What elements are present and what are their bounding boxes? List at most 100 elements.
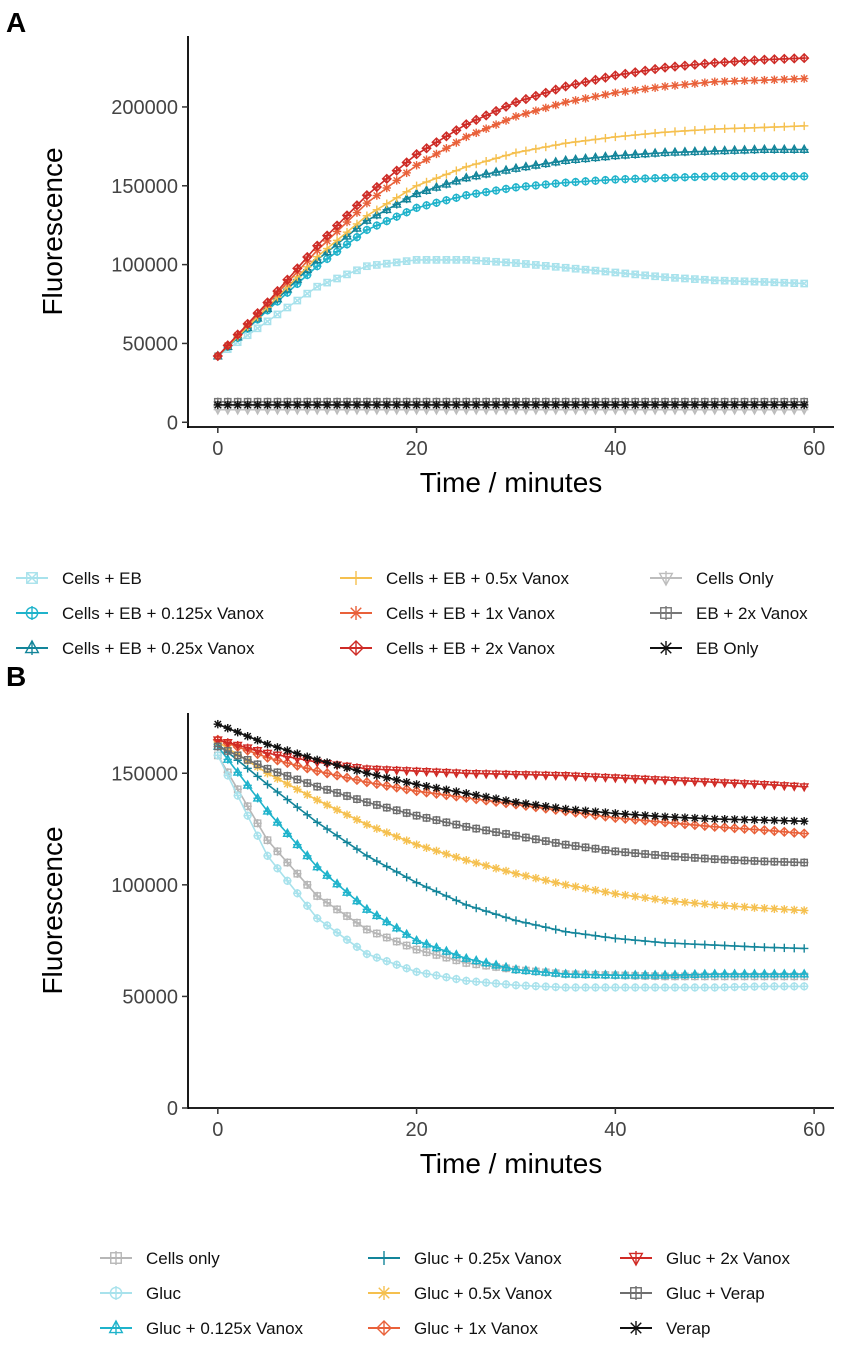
series-line: [217, 57, 805, 357]
data-point: [730, 400, 739, 410]
data-point: [561, 98, 570, 107]
data-point: [472, 824, 481, 833]
data-point: [283, 746, 292, 755]
data-point: [531, 981, 541, 991]
data-point: [631, 810, 640, 819]
data-point: [432, 256, 441, 264]
data-point: [462, 162, 471, 172]
data-point: [769, 143, 780, 154]
data-point: [223, 771, 232, 780]
data-point: [511, 148, 521, 157]
data-point: [253, 324, 262, 333]
data-point: [263, 764, 272, 773]
data-point: [332, 878, 343, 889]
series-gluc-1x-vanox: [212, 734, 810, 839]
data-point: [530, 90, 542, 102]
data-point: [401, 784, 412, 795]
data-point: [551, 982, 560, 992]
data-point: [760, 982, 769, 991]
series-cells-eb-1x-vanox: [213, 74, 809, 361]
data-point: [650, 937, 660, 947]
data-point: [352, 815, 362, 824]
data-point: [661, 273, 669, 282]
data-point: [700, 172, 709, 181]
data-point: [432, 198, 441, 208]
data-point: [560, 771, 571, 782]
data-point: [798, 52, 810, 64]
data-point: [780, 816, 789, 825]
legend-label: Gluc + 0.125x Vanox: [146, 1319, 304, 1338]
data-point: [790, 905, 799, 915]
data-point: [710, 814, 719, 824]
data-point: [541, 180, 550, 189]
data-point: [610, 70, 621, 81]
data-point: [719, 56, 730, 68]
data-point: [631, 130, 640, 140]
data-point: [710, 940, 719, 950]
data-point: [322, 758, 332, 767]
data-point: [332, 400, 342, 410]
data-point: [511, 400, 521, 410]
data-point: [710, 276, 719, 285]
data-point: [362, 198, 372, 208]
data-point: [729, 144, 740, 155]
data-point: [501, 116, 511, 125]
data-point: [242, 779, 253, 790]
data-point: [759, 54, 770, 65]
data-point: [501, 866, 511, 876]
data-point: [760, 943, 769, 952]
data-point: [253, 760, 262, 769]
data-point: [541, 103, 550, 113]
data-point: [600, 969, 611, 980]
data-point: [660, 969, 671, 980]
data-point: [303, 790, 312, 799]
data-point: [799, 172, 809, 181]
data-point: [779, 781, 790, 792]
data-point: [729, 822, 740, 834]
data-point: [531, 873, 541, 883]
data-point: [392, 176, 401, 185]
data-point: [283, 876, 292, 886]
data-point: [391, 922, 402, 933]
data-point: [640, 129, 650, 139]
data-point: [352, 208, 362, 217]
data-point: [372, 824, 382, 833]
data-point: [710, 983, 719, 992]
data-point: [352, 232, 362, 242]
data-point: [780, 943, 789, 953]
data-point: [780, 905, 789, 914]
data-point: [392, 832, 401, 841]
data-point: [531, 800, 541, 810]
data-point: [331, 770, 343, 781]
data-point: [530, 770, 541, 781]
data-point: [492, 257, 500, 266]
data-point: [411, 187, 422, 198]
data-point: [372, 205, 382, 214]
data-point: [581, 843, 590, 852]
legend-item-gluc-0-5x-vanox: Gluc + 0.5x Vanox: [368, 1284, 553, 1303]
data-point: [611, 88, 620, 97]
data-point: [472, 790, 481, 800]
data-point: [700, 400, 709, 410]
data-point: [491, 827, 501, 837]
data-point: [363, 262, 371, 271]
data-point: [243, 764, 252, 773]
data-point: [412, 840, 421, 849]
data-point: [222, 340, 233, 351]
data-point: [780, 857, 789, 867]
data-point: [551, 262, 560, 271]
data-point: [452, 166, 461, 175]
data-point: [303, 778, 312, 788]
data-point: [422, 843, 431, 852]
data-point: [611, 847, 620, 856]
data-point: [640, 400, 650, 410]
data-point: [431, 767, 442, 778]
data-point: [540, 770, 551, 781]
data-point: [273, 768, 282, 777]
data-point: [521, 918, 531, 927]
legend-label: Gluc + 0.25x Vanox: [414, 1249, 562, 1268]
data-point: [461, 952, 472, 963]
data-point: [640, 969, 651, 980]
data-point: [342, 763, 352, 773]
data-point: [442, 849, 451, 859]
